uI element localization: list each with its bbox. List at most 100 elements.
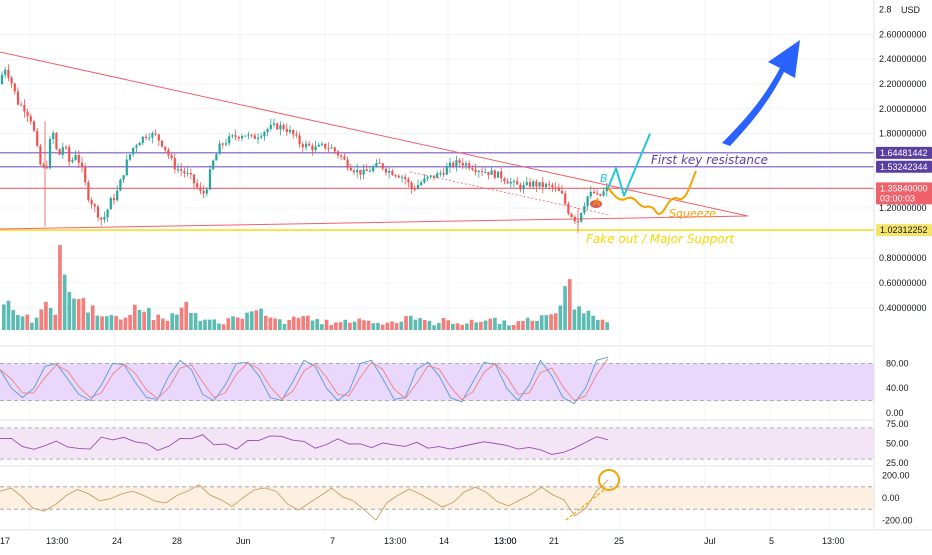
candle-body	[208, 169, 212, 190]
candle-body	[23, 104, 26, 112]
candle-body	[349, 167, 352, 171]
candle-body	[599, 194, 602, 196]
candle-body	[170, 155, 173, 159]
candle-body	[71, 160, 74, 162]
price-scale[interactable]	[874, 0, 932, 550]
stoch-d-line	[0, 358, 609, 402]
volume-bar	[567, 279, 572, 330]
volume-bar	[586, 310, 591, 330]
candle-body	[0, 74, 4, 84]
bullish-arrow	[722, 40, 800, 146]
candle-body	[151, 133, 154, 138]
volume-bar	[493, 317, 497, 330]
volume-bar	[591, 315, 595, 330]
time-axis[interactable]: 17 13:00 24 28 Jun 7 13:00 14 13:00 21 25 Jul 5 13:00…	[0, 536, 845, 546]
volume-bar	[189, 312, 193, 330]
candle-body	[301, 144, 304, 148]
candle-body	[564, 193, 567, 204]
candle-body	[77, 154, 80, 163]
candle-body	[490, 170, 493, 175]
volume-bar	[259, 308, 263, 330]
volume-bar	[137, 309, 142, 330]
trendlines[interactable]	[0, 51, 749, 230]
candle-body	[525, 182, 528, 185]
volume-bar	[404, 316, 408, 330]
time-label: 7	[330, 536, 335, 546]
volume-bar	[413, 319, 418, 330]
volume-bar	[207, 319, 212, 330]
candle-body	[397, 175, 400, 178]
volume-bar	[497, 323, 502, 330]
volume-bar	[296, 317, 301, 330]
candle-body	[602, 191, 605, 196]
volume-bar	[90, 305, 95, 330]
volume-bars	[2, 245, 609, 330]
volume-bar	[132, 304, 137, 330]
candle-body	[461, 162, 464, 166]
rsi-tick-label: 50.00	[886, 439, 909, 449]
candle-body	[173, 158, 176, 170]
candle-body	[320, 143, 324, 145]
candle-body	[532, 181, 535, 187]
label-b: B	[600, 172, 608, 185]
volume-bar	[95, 315, 100, 330]
candle-body	[436, 173, 439, 178]
candle-body	[192, 174, 196, 184]
candle-body	[538, 182, 541, 187]
volume-bar	[595, 319, 600, 330]
candle-body	[560, 190, 564, 194]
candle-body	[480, 171, 484, 173]
candle-body	[10, 77, 13, 84]
projection-drawings[interactable]	[590, 40, 800, 215]
candle-body	[509, 181, 512, 184]
time-label: 17	[0, 536, 10, 546]
candle-body	[464, 163, 468, 166]
volume-bar	[521, 320, 525, 330]
candle-body	[36, 130, 39, 146]
candle-body	[80, 162, 84, 168]
candle-body	[333, 147, 336, 152]
stoch-tick-label: 80.00	[886, 358, 909, 368]
volume-bar	[301, 316, 305, 330]
horizontal-levels[interactable]	[0, 152, 874, 231]
candle-body	[282, 125, 285, 130]
candle-body	[343, 156, 346, 160]
candle-body	[506, 181, 509, 184]
candle-body	[557, 187, 560, 191]
candle-body	[327, 148, 330, 150]
indicator-bands	[0, 362, 874, 510]
volume-bar	[563, 286, 567, 330]
time-label: Jun	[236, 536, 251, 546]
candle-body	[573, 216, 576, 221]
candle-body	[116, 190, 119, 201]
volume-bar	[441, 318, 446, 330]
candle-body	[439, 173, 442, 175]
price-tick-label: 1.80000000	[879, 129, 927, 139]
volume-bar	[310, 320, 315, 330]
volume-bar	[170, 313, 175, 330]
candle-body	[432, 175, 436, 178]
volume-bar	[16, 314, 20, 330]
candle-body	[285, 129, 288, 133]
candle-body	[295, 134, 298, 136]
volume-bar	[34, 317, 39, 330]
volume-bar	[142, 311, 146, 330]
volume-bar	[221, 324, 226, 330]
time-label: Jul	[704, 536, 716, 546]
volume-bar	[516, 321, 521, 330]
volume-bar	[104, 316, 109, 330]
volume-bar	[577, 306, 581, 330]
candle-body	[298, 135, 301, 145]
candle-body	[29, 116, 32, 122]
candle-body	[487, 171, 490, 175]
candle-body	[93, 204, 96, 207]
volume-bar	[193, 313, 198, 330]
volume-bar	[539, 315, 544, 330]
cci-tick-label: -200.00	[882, 515, 913, 525]
candle-body	[160, 140, 164, 147]
candle-body	[180, 169, 183, 171]
volume-bar	[76, 299, 81, 330]
volume-bar	[273, 318, 277, 330]
